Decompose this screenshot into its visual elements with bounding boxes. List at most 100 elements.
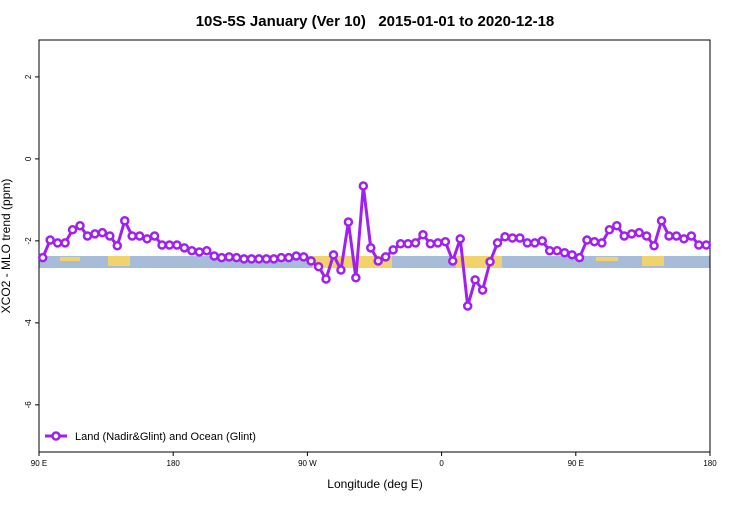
data-point: [612, 220, 622, 231]
data-point: [380, 252, 391, 262]
data-point: [589, 236, 600, 247]
data-point: [619, 231, 630, 241]
data-point: [351, 273, 361, 283]
data-point: [552, 245, 562, 256]
data-point: [366, 243, 376, 253]
data-point: [187, 245, 197, 256]
y-tick-label: -6: [24, 401, 33, 409]
data-point: [336, 265, 346, 275]
data-point: [671, 231, 682, 241]
data-point: [60, 238, 70, 248]
data-point: [142, 234, 152, 244]
data-point: [298, 252, 309, 262]
data-point: [194, 247, 205, 257]
data-point: [202, 245, 212, 256]
data-point: [515, 233, 525, 243]
y-tick-label: 2: [24, 74, 33, 79]
data-point: [418, 229, 428, 240]
data-point: [343, 217, 354, 227]
data-point: [641, 231, 652, 241]
data-point: [119, 216, 130, 226]
data-point: [321, 274, 331, 284]
legend-label: Land (Nadir&Glint) and Ocean (Glint): [75, 431, 256, 443]
data-point: [507, 233, 518, 243]
data-point: [448, 256, 458, 266]
data-point: [172, 240, 182, 250]
data-point: [410, 238, 421, 248]
data-point: [67, 225, 78, 235]
data-point: [455, 234, 465, 244]
data-point: [597, 238, 607, 248]
data-point: [425, 238, 436, 249]
data-point: [231, 252, 242, 263]
data-point: [626, 229, 637, 239]
legend-marker: [51, 431, 61, 441]
data-point: [574, 252, 585, 263]
data-point: [544, 245, 555, 256]
x-tick-label: 180: [167, 459, 181, 468]
data-point: [679, 234, 689, 244]
data-point: [656, 216, 667, 226]
y-tick-label: -2: [24, 237, 33, 245]
chart-title: 10S-5S January (Ver 10) 2015-01-01 to 20…: [196, 13, 555, 30]
data-point: [664, 231, 674, 241]
x-tick-label: 180: [703, 459, 717, 468]
data-point: [530, 238, 540, 248]
data-point: [149, 231, 160, 241]
data-point: [134, 231, 145, 241]
data-point: [276, 252, 287, 263]
data-point: [179, 243, 190, 253]
data-point: [388, 245, 398, 255]
data-point: [313, 261, 324, 272]
data-point: [284, 252, 294, 263]
data-point: [127, 231, 137, 241]
data-point: [649, 241, 659, 251]
data-point: [112, 241, 123, 251]
y-tick-label: -4: [24, 319, 33, 327]
data-point: [246, 254, 257, 264]
x-tick-label: 0: [439, 459, 444, 468]
data-point: [306, 256, 316, 266]
data-point: [105, 231, 115, 241]
data-point: [604, 225, 615, 235]
data-point: [157, 240, 167, 250]
data-point: [269, 254, 279, 264]
data-point: [52, 238, 63, 248]
data-point: [567, 250, 577, 260]
data-point: [97, 227, 108, 238]
data-point: [45, 235, 55, 245]
data-point: [224, 252, 234, 262]
data-point: [395, 238, 406, 249]
y-tick-label: 0: [24, 156, 33, 161]
data-point: [537, 236, 547, 246]
data-point: [701, 240, 712, 250]
data-point: [164, 240, 175, 250]
data-point: [403, 238, 413, 249]
x-tick-label: 90 E: [568, 459, 584, 468]
data-point: [239, 254, 249, 264]
x-tick-label: 90 E: [31, 459, 47, 468]
data-point: [261, 254, 272, 264]
data-point: [522, 238, 533, 248]
data-point: [90, 229, 100, 239]
data-point: [559, 248, 570, 258]
y-axis-label: XCO2 - MLO trend (ppm): [0, 179, 13, 314]
x-tick-label: 90 W: [298, 459, 317, 468]
data-point: [634, 227, 644, 238]
data-point: [686, 231, 697, 241]
data-point: [582, 235, 592, 245]
data-point: [433, 238, 443, 248]
data-point: [470, 275, 480, 285]
data-point: [291, 251, 301, 261]
data-point: [328, 250, 339, 260]
data-point: [500, 232, 510, 242]
data-point: [209, 251, 219, 261]
data-point: [358, 181, 369, 191]
data-point: [492, 238, 503, 248]
data-point: [82, 231, 93, 241]
data-point: [462, 301, 473, 311]
data-point: [216, 252, 227, 263]
data-point: [477, 285, 488, 295]
data-point: [485, 257, 495, 267]
